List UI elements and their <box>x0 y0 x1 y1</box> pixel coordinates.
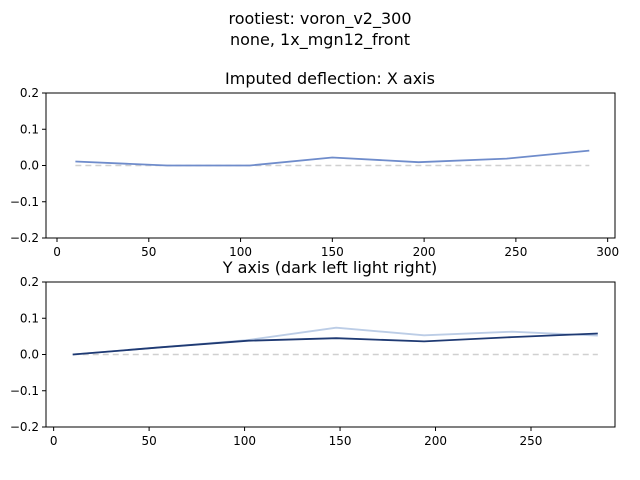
x-tick-label: 0 <box>53 245 61 259</box>
series-line-y-dark <box>72 332 598 356</box>
x-tick-label: 50 <box>141 434 156 448</box>
x-tick-label: 250 <box>504 245 527 259</box>
suptitle-line-1: rootiest: voron_v2_300 <box>228 9 411 29</box>
chart-x-axis: Imputed deflection: X axis 0 50 100 150 200 2… <box>10 69 619 259</box>
x-tick-label: 300 <box>596 245 619 259</box>
y-tick-label: −0.1 <box>10 384 39 398</box>
plot-area-x: 0 50 100 150 200 250 300 −0.2 −0.1 0.0 0.1 0.2 <box>10 86 619 259</box>
chart-title-y: Y axis (dark left light right) <box>222 258 438 277</box>
y-tick-label: 0.1 <box>20 122 39 136</box>
suptitle-line-2: none, 1x_mgn12_front <box>230 30 410 50</box>
y-tick-label: 0.1 <box>20 311 39 325</box>
x-tick-label: 150 <box>321 245 344 259</box>
x-tick-label: 200 <box>413 245 436 259</box>
chart-title-x: Imputed deflection: X axis <box>225 69 435 88</box>
x-tick-label: 150 <box>329 434 352 448</box>
x-tick-label: 100 <box>233 434 256 448</box>
x-tick-label: 100 <box>229 245 252 259</box>
plot-area-y: 0 50 100 150 200 250 −0.2 −0.1 0.0 0.1 0.2 <box>10 275 616 448</box>
axes-frame <box>45 281 616 428</box>
y-tick-label: 0.2 <box>20 86 39 100</box>
y-tick-label: −0.2 <box>10 231 39 245</box>
x-tick-label: 250 <box>520 434 543 448</box>
y-tick-label: 0.2 <box>20 275 39 289</box>
y-tick-label: 0.0 <box>20 159 39 173</box>
series-line-y-light <box>72 326 598 356</box>
series-line-x-series <box>75 149 590 167</box>
x-tick-label: 50 <box>141 245 156 259</box>
y-tick-label: −0.2 <box>10 420 39 434</box>
x-tick-label: 200 <box>424 434 447 448</box>
y-tick-label: −0.1 <box>10 195 39 209</box>
y-tick-label: 0.0 <box>20 348 39 362</box>
x-tick-label: 0 <box>50 434 58 448</box>
chart-y-axis: Y axis (dark left light right) 0 50 100 150… <box>10 258 616 448</box>
